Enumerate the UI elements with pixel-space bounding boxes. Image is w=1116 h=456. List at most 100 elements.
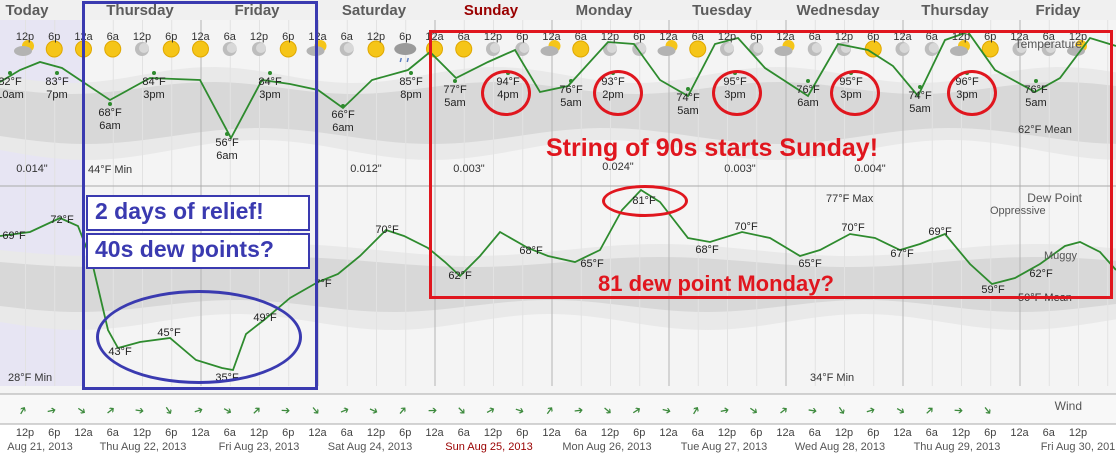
dewpoint-data-label: 70°F [734,221,758,233]
hour-tick: 12p [600,31,620,43]
red-highlight-ellipse [947,70,997,116]
dewpoint-max-label: 77°F Max [826,193,874,205]
bottom-hour-tick: 12p [366,427,386,439]
temperature-data-label: 66°F 6am [331,109,354,135]
temperature-data-label: 56°F 6am [215,137,238,163]
moon-icon [486,42,500,56]
bottom-hour-tick: 6p [984,427,997,439]
bottom-hour-tick: 6p [750,427,763,439]
dewpoint-panel-title: Dew Point [1027,191,1082,205]
temperature-point [108,102,112,106]
temperature-value: 66°F [331,109,355,121]
dewpoint-data-label: 65°F [580,258,604,270]
temperature-point [1034,79,1038,83]
temperature-data-label: 84°F 3pm [258,76,281,102]
wind-panel-bg [0,394,1116,424]
day-label: Saturday [341,2,407,19]
partly-cloudy-icon [950,40,970,56]
hour-tick: 12p [1068,31,1088,43]
hour-tick: 6p [867,31,880,43]
day-label: Wednesday [796,2,880,19]
temperature-point [918,85,922,89]
day-label: Today [5,2,49,19]
temperature-value: 56°F [215,137,239,149]
temperature-data-label: 76°F 6am [796,84,819,110]
red-highlight-ellipse [602,185,688,217]
sun-icon [279,40,297,58]
temperature-mean-label: 62°F Mean [1018,124,1072,136]
partly-cloudy-icon [540,40,561,56]
bottom-hour-tick: 12p [1068,427,1088,439]
moon-icon [515,42,530,56]
hour-tick: 12p [15,31,35,43]
temperature-time: 5am [1025,97,1047,109]
wind-arrow-icon: ➔ [953,404,964,418]
temperature-time: 3pm [143,89,165,101]
temperature-point [8,71,12,75]
wind-arrow-icon: ➔ [573,404,584,418]
dewpoint-min-label-1: 28°F Min [8,372,53,384]
hour-tick: 6a [1042,31,1055,43]
day-label: Sunday [463,2,519,19]
hour-tick: 12p [249,31,269,43]
hour-tick: 6p [165,31,178,43]
temperature-value: 83°F [45,76,69,88]
temperature-value: 82°F [0,76,22,88]
red-annotation-box [429,30,1113,299]
dewpoint-data-label: 65°F [798,258,822,270]
wind-panel-title: Wind [1054,399,1082,413]
bottom-hour-tick: 12a [74,427,93,439]
hour-tick: 12p [366,31,386,43]
partly-cloudy-icon [774,40,795,56]
bottom-hour-tick: 6p [633,427,646,439]
sun-icon [45,40,63,58]
bottom-hour-tick: 12p [249,427,269,439]
temperature-value: 76°F [559,84,583,96]
dewpoint-data-label: 68°F [519,245,543,257]
day-label: Monday [575,2,633,19]
dewpoint-data-label: 7°F [314,278,332,290]
temperature-data-label: 85°F 8pm [399,76,422,102]
temperature-time: 8pm [400,89,422,101]
dewpoint-data-label: 59°F [981,284,1005,296]
bottom-hour-tick: 12a [191,427,210,439]
blue-callout-box-2 [86,233,310,269]
bottom-hour-tick: 12a [425,427,444,439]
temperature-data-label: 74°F 5am [676,92,699,118]
bottom-hour-tick: 12p [951,427,971,439]
bottom-hour-tick: 6a [1042,427,1055,439]
sun-icon [572,40,590,58]
bottom-hour-tick: 6p [516,427,529,439]
bottom-hour-tick: 12a [542,427,561,439]
temperature-data-label: 84°F 3pm [142,76,165,102]
moon-icon [749,42,764,56]
moon-icon [895,42,910,56]
temperature-time: 6am [332,122,354,134]
date-label: Tue Aug 27, 2013 [680,441,768,453]
hour-tick: 12p [483,31,503,43]
bottom-hour-tick: 12a [308,427,327,439]
temperature-time: 6am [216,150,238,162]
dewpoint-data-label: 68°F [695,244,719,256]
dewpoint-data-label: 72°F [50,214,74,226]
sun-icon [689,40,707,58]
day-label: Friday [1035,2,1081,19]
precip-label: 0.012" [350,163,382,175]
bottom-hour-tick: 12p [834,427,854,439]
hour-tick: 6a [808,31,821,43]
temperature-time: 5am [444,97,466,109]
temperature-data-label: 83°F 7pm [45,76,68,102]
moon-icon [339,42,354,56]
bottom-hour-tick: 6p [165,427,178,439]
hour-tick: 12p [951,31,971,43]
hour-tick: 6a [925,31,938,43]
precip-label: 0.003" [453,163,485,175]
moon-icon [603,42,617,56]
red-main-note: String of 90s starts Sunday! [546,134,879,162]
moon-icon [720,42,734,56]
temperature-point [268,71,272,75]
temperature-data-label: 76°F 5am [559,84,582,110]
hour-tick: 6a [457,31,470,43]
day-label: Tuesday [692,2,752,19]
blue-annotation-box [82,1,318,390]
